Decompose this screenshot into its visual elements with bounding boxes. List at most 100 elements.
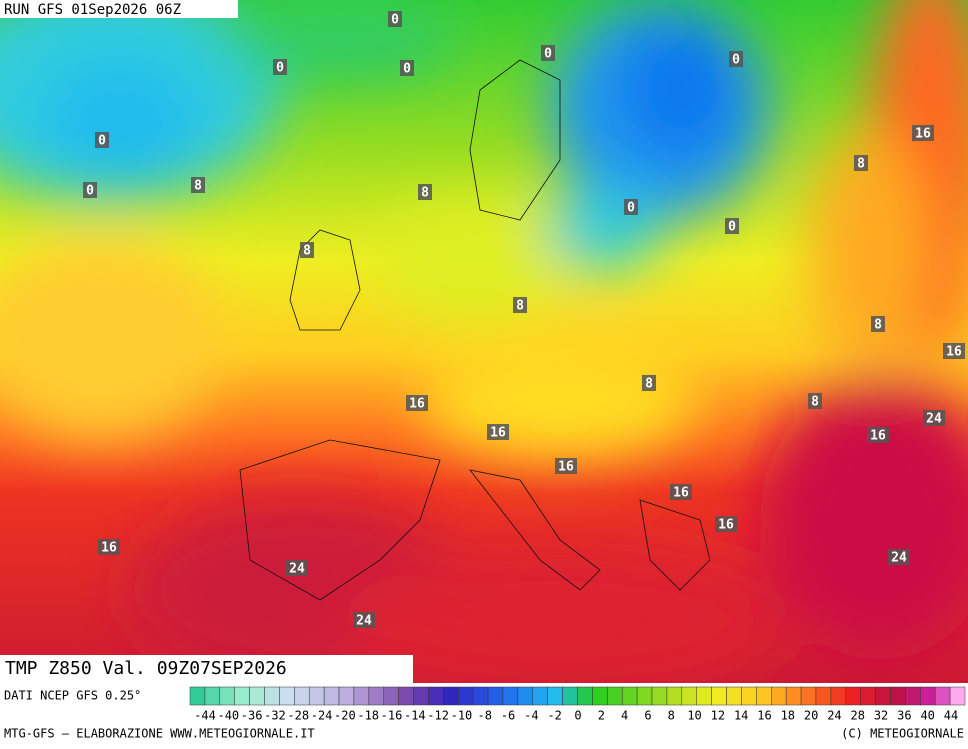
colorbar-swatch (949, 686, 966, 706)
colorbar-swatch (696, 686, 712, 706)
colorbar-label: -8 (478, 709, 492, 723)
colorbar-swatch (413, 686, 429, 706)
colorbar-label: -36 (241, 709, 263, 723)
contour-label-box (943, 343, 965, 359)
contour-label: 16 (718, 518, 734, 533)
contour-label: 16 (870, 429, 886, 444)
contour-label: 24 (289, 562, 305, 577)
colorbar-swatch (323, 686, 340, 706)
contour-label: 8 (421, 186, 429, 201)
colorbar-label: -44 (194, 709, 216, 723)
colorbar-swatch (338, 686, 355, 706)
contour-label: 0 (728, 220, 736, 235)
contour-label: 8 (811, 395, 819, 410)
colorbar-swatch (219, 686, 235, 706)
contour-label: 8 (874, 318, 882, 333)
contour-label-box (555, 458, 577, 474)
colorbar-swatch (756, 686, 772, 706)
colorbar-swatch (607, 686, 623, 706)
colorbar-swatch (726, 686, 742, 706)
colorbar-label: -6 (501, 709, 515, 723)
contour-label: 16 (558, 460, 574, 475)
colorbar-swatch (890, 686, 906, 706)
colorbar-label: 2 (598, 709, 605, 723)
contour-label: 8 (857, 157, 865, 172)
colorbar-swatch (502, 686, 519, 706)
colorbar-swatch (189, 686, 206, 706)
colorbar-swatch (562, 686, 578, 706)
colorbar-swatch (547, 686, 563, 706)
colorbar-swatch (279, 686, 295, 706)
contour-label: 24 (891, 551, 907, 566)
colorbar-swatch (815, 686, 832, 706)
colorbar-label: 14 (734, 709, 748, 723)
contour-label-box (286, 560, 308, 576)
contour-label-box (418, 184, 432, 200)
colorbar-label: 18 (781, 709, 795, 723)
contour-label: 8 (303, 244, 311, 259)
contour-label: 0 (98, 134, 106, 149)
contour-label-box (888, 549, 910, 565)
colorbar-swatch (532, 686, 548, 706)
colorbar-swatch (785, 686, 802, 706)
contour-label: 16 (490, 426, 506, 441)
colorbar-swatch (308, 686, 325, 706)
colorbar-swatch (934, 686, 951, 706)
contour-label: 0 (544, 47, 552, 62)
colorbar-label: -24 (311, 709, 333, 723)
colorbar-swatch (860, 686, 876, 706)
copyright: (C) METEOGIORNALE (841, 727, 964, 741)
colorbar-swatch (383, 686, 399, 706)
temperature-field: 0 0 0 0 0 0 0 0 0 8 8 8 8 8 8 8 8 16 16 16 16 16 16 16 16 16 24 24 2… (0, 0, 968, 683)
colorbar-swatch (577, 686, 593, 706)
colorbar-swatch (621, 686, 638, 706)
colorbar-swatch (771, 686, 787, 706)
colorbar-swatch (294, 686, 310, 706)
contour-label-box (624, 199, 638, 215)
source-label: DATI NCEP GFS 0.25° (4, 689, 141, 703)
contour-label: 16 (101, 541, 117, 556)
contour-label-box (867, 427, 889, 443)
colorbar-label: 8 (668, 709, 675, 723)
contour-label-box (353, 612, 375, 628)
contour-label: 0 (732, 53, 740, 68)
contour-label-box (729, 51, 743, 67)
colorbar-swatch (517, 686, 534, 706)
colorbar-swatch (830, 686, 847, 706)
colorbar-label: 4 (621, 709, 628, 723)
colorbar-swatch (234, 686, 250, 706)
colorbar-label: -28 (287, 709, 309, 723)
contour-label-box (808, 393, 822, 409)
colorbar-swatch (845, 686, 861, 706)
colorbar-swatch (920, 686, 936, 706)
colorbar-label: -40 (217, 709, 239, 723)
contour-label: 0 (86, 184, 94, 199)
contour-label-box (273, 59, 287, 75)
colorbar-label: 10 (687, 709, 701, 723)
colorbar-swatch (681, 686, 697, 706)
contour-label-box (98, 539, 120, 555)
colorbar-swatch (443, 686, 459, 706)
colorbar-label: -20 (334, 709, 356, 723)
colorbar-swatch (741, 686, 757, 706)
colorbar-label: 28 (851, 709, 865, 723)
credit: MTG-GFS — ELABORAZIONE WWW.METEOGIORNALE… (4, 727, 315, 741)
colorbar-label: -10 (451, 709, 473, 723)
colorbar-label: 0 (574, 709, 581, 723)
colorbar-swatch (458, 686, 474, 706)
contour-label: 0 (627, 201, 635, 216)
contour-label: 0 (276, 61, 284, 76)
colorbar-label: -4 (524, 709, 538, 723)
contour-label-box (83, 182, 97, 198)
colorbar-swatch (592, 686, 608, 706)
colorbar-swatch (249, 686, 265, 706)
contour-label-box (487, 424, 509, 440)
contour-label-box (95, 132, 109, 148)
contour-label: 8 (194, 179, 202, 194)
contour-label-box (388, 11, 402, 27)
colorbar-swatch (636, 686, 653, 706)
contour-label-box (670, 484, 692, 500)
contour-label: 16 (673, 486, 689, 501)
